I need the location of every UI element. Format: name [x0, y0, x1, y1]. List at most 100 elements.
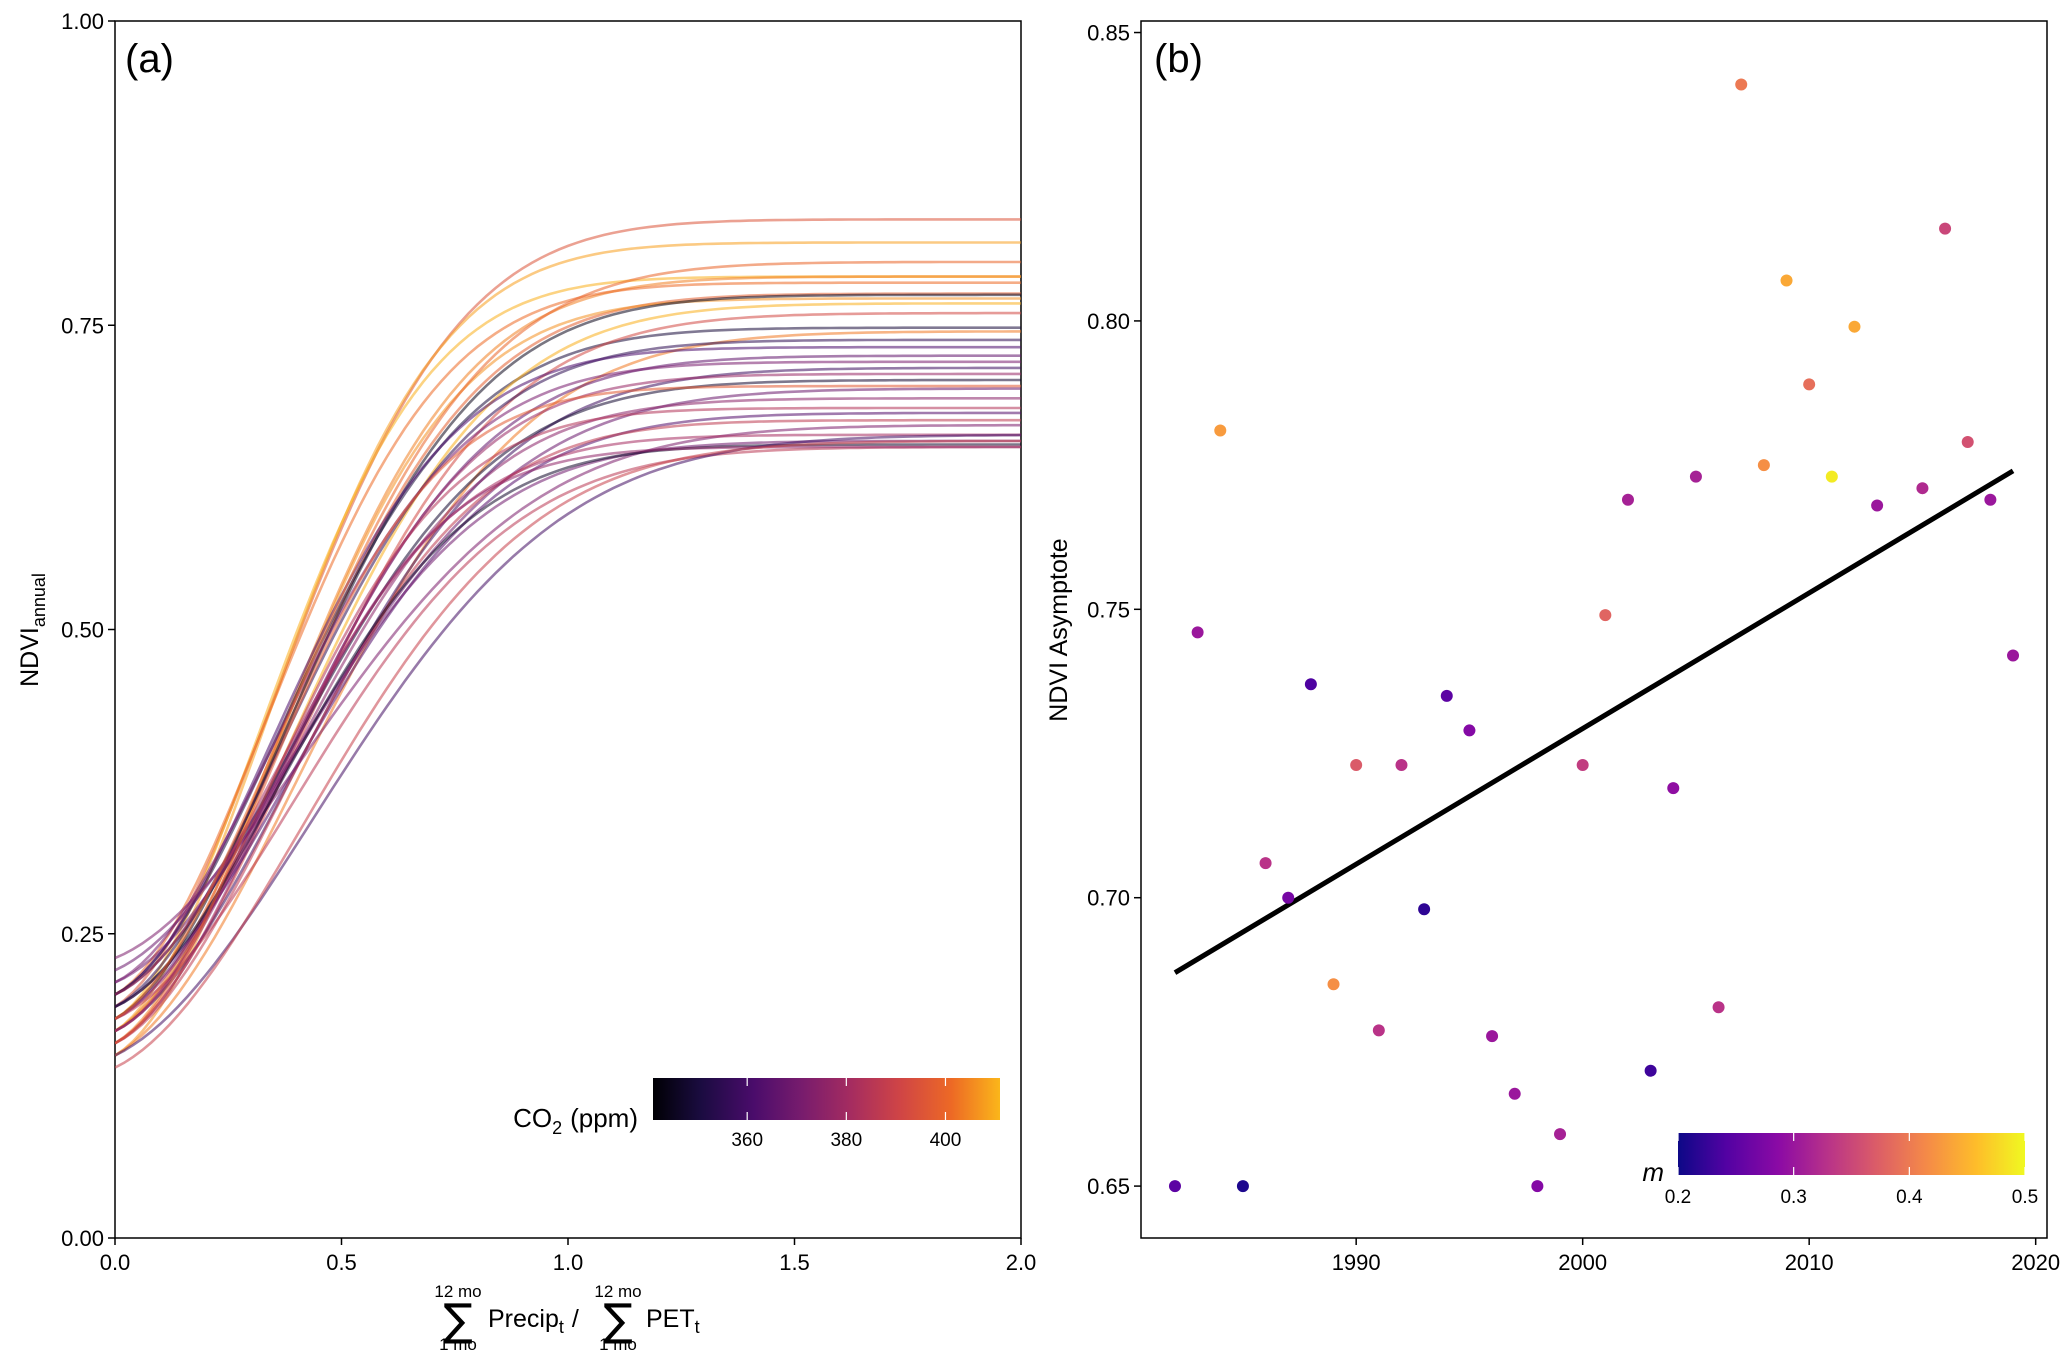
ndvi-curve	[115, 433, 1021, 1057]
asymptote-point	[1372, 1024, 1385, 1037]
asymptote-point	[1621, 493, 1634, 506]
xlabel-numerator: Precipt /	[488, 1305, 579, 1337]
asymptote-point	[1508, 1087, 1521, 1100]
panel-a-ytick-label: 0.50	[61, 618, 104, 643]
asymptote-point	[1282, 891, 1295, 904]
ndvi-curve	[115, 345, 1021, 996]
panel-a-ytick-label: 0.25	[61, 922, 104, 947]
sum2-sigma: ∑	[603, 1295, 633, 1346]
ndvi-curve	[115, 433, 1021, 996]
m-colorbar-tick-label: 0.5	[2012, 1187, 2038, 1208]
asymptote-point	[1576, 759, 1589, 772]
m-colorbar-tick-label: 0.4	[1896, 1187, 1923, 1208]
ndvi-curve	[115, 406, 1021, 1033]
sum2-lower: 1 mo	[599, 1335, 637, 1354]
panel-b-ytick-label: 0.75	[1087, 597, 1130, 622]
panel-b-xtick-label: 2020	[2011, 1250, 2060, 1275]
m-colorbar-ticks: 0.2 0.3 0.4 0.5	[1665, 1133, 2038, 1208]
m-colorbar-tick-label: 0.2	[1665, 1187, 1691, 1208]
panel-b-xtick-label: 2000	[1558, 1250, 1607, 1275]
ndvi-curve	[115, 387, 1021, 972]
asymptote-point	[2007, 649, 2020, 662]
panel-b-label: (b)	[1154, 37, 1203, 81]
ndvi-curve	[115, 439, 1021, 1069]
m-colorbar: 0.2 0.3 0.4 0.5 m	[1642, 1133, 2038, 1208]
asymptote-point	[1531, 1180, 1544, 1193]
panel-a-curves	[115, 218, 1021, 1069]
panel-b-frame	[1140, 20, 2048, 1239]
panel-b-ytick-label: 0.85	[1087, 21, 1130, 46]
m-colorbar-gradient	[1678, 1133, 2025, 1175]
asymptote-point	[1327, 978, 1340, 991]
asymptote-point	[1304, 678, 1317, 691]
ndvi-curve	[115, 360, 1021, 984]
asymptote-point	[1735, 78, 1748, 91]
asymptote-point	[1939, 222, 1952, 235]
asymptote-point	[1757, 459, 1770, 472]
asymptote-point	[1440, 689, 1453, 702]
asymptote-point	[1667, 782, 1680, 795]
asymptote-point	[1644, 1064, 1657, 1077]
sum1-lower: 1 mo	[439, 1335, 477, 1354]
asymptote-point	[1848, 320, 1861, 333]
panel-b-xtick-label: 1990	[1332, 1250, 1381, 1275]
panel-b-ytick-label: 0.80	[1087, 309, 1130, 334]
asymptote-point	[1984, 493, 1997, 506]
asymptote-point	[1803, 378, 1816, 391]
ndvi-curve	[115, 384, 1021, 1045]
asymptote-point	[1418, 903, 1431, 916]
ndvi-curve	[115, 338, 1021, 1008]
ndvi-curve	[115, 281, 1021, 996]
asymptote-point	[1712, 1001, 1725, 1014]
asymptote-point	[1689, 470, 1702, 483]
panel-b-ytick-label: 0.65	[1087, 1174, 1130, 1199]
panel-a-xlabel: 12 mo ∑ 1 mo Precipt/ 12 mo ∑ 1 mo PETt	[434, 1282, 699, 1354]
asymptote-point	[1961, 436, 1974, 449]
asymptote-point	[1191, 626, 1204, 639]
m-colorbar-tick-label: 0.3	[1780, 1187, 1806, 1208]
panel-a-frame	[114, 20, 1022, 1239]
asymptote-point	[1486, 1030, 1499, 1043]
asymptote-point	[1871, 499, 1884, 512]
asymptote-point	[1780, 274, 1793, 287]
panel-a-xtick-label: 1.0	[553, 1250, 584, 1275]
panel-b-plot	[1168, 78, 2020, 1193]
asymptote-point	[1214, 424, 1227, 437]
ndvi-curve	[115, 418, 1021, 1045]
asymptote-point	[1599, 609, 1612, 622]
asymptote-point	[1825, 470, 1838, 483]
ndvi-curve	[115, 443, 1021, 1008]
panel-a-xtick-label: 1.5	[779, 1250, 810, 1275]
panel-a-axes: 0.0 0.5 1.0 1.5 2.0 0.00 0.25 0.50 0.75 1.00	[61, 9, 1036, 1275]
asymptote-point	[1916, 482, 1929, 495]
panel-b: 1990 2000 2010 2020 0.65 0.70 0.75 0.80 0.85 (b)…	[1045, 20, 2060, 1275]
asymptote-point	[1236, 1180, 1249, 1193]
panel-b-axes: 1990 2000 2010 2020 0.65 0.70 0.75 0.80 0.85	[1087, 21, 2060, 1275]
co2-colorbar-gradient	[653, 1078, 1000, 1120]
asymptote-point	[1395, 759, 1408, 772]
panel-a-ylabel: NDVIannual	[16, 573, 49, 687]
asymptote-point	[1259, 857, 1272, 870]
panel-a-ytick-label: 0.75	[61, 313, 104, 338]
panel-a-label: (a)	[125, 37, 174, 81]
ndvi-curve	[115, 311, 1021, 1045]
sum2-upper: 12 mo	[594, 1282, 641, 1301]
asymptote-point	[1168, 1180, 1181, 1193]
panel-b-ytick-label: 0.70	[1087, 886, 1130, 911]
xlabel-denominator: PETt	[646, 1305, 700, 1337]
ndvi-curve	[115, 330, 1021, 1057]
co2-colorbar-ticks: 360 380 400	[731, 1078, 961, 1151]
panel-a-ytick-label: 0.00	[61, 1226, 104, 1251]
co2-colorbar-tick-label: 360	[731, 1130, 763, 1151]
panel-b-xtick-label: 2010	[1785, 1250, 1834, 1275]
asymptote-point	[1554, 1128, 1567, 1141]
co2-colorbar-tick-label: 400	[930, 1130, 962, 1151]
m-colorbar-title: m	[1642, 1157, 1664, 1187]
asymptote-point	[1463, 724, 1476, 737]
panel-b-ylabel: NDVI Asymptote	[1045, 538, 1073, 721]
panel-a-ytick-label: 1.00	[61, 9, 104, 34]
co2-colorbar-tick-label: 380	[830, 1130, 862, 1151]
sum1-sigma: ∑	[443, 1295, 473, 1346]
panel-a-xtick-label: 0.5	[326, 1250, 357, 1275]
